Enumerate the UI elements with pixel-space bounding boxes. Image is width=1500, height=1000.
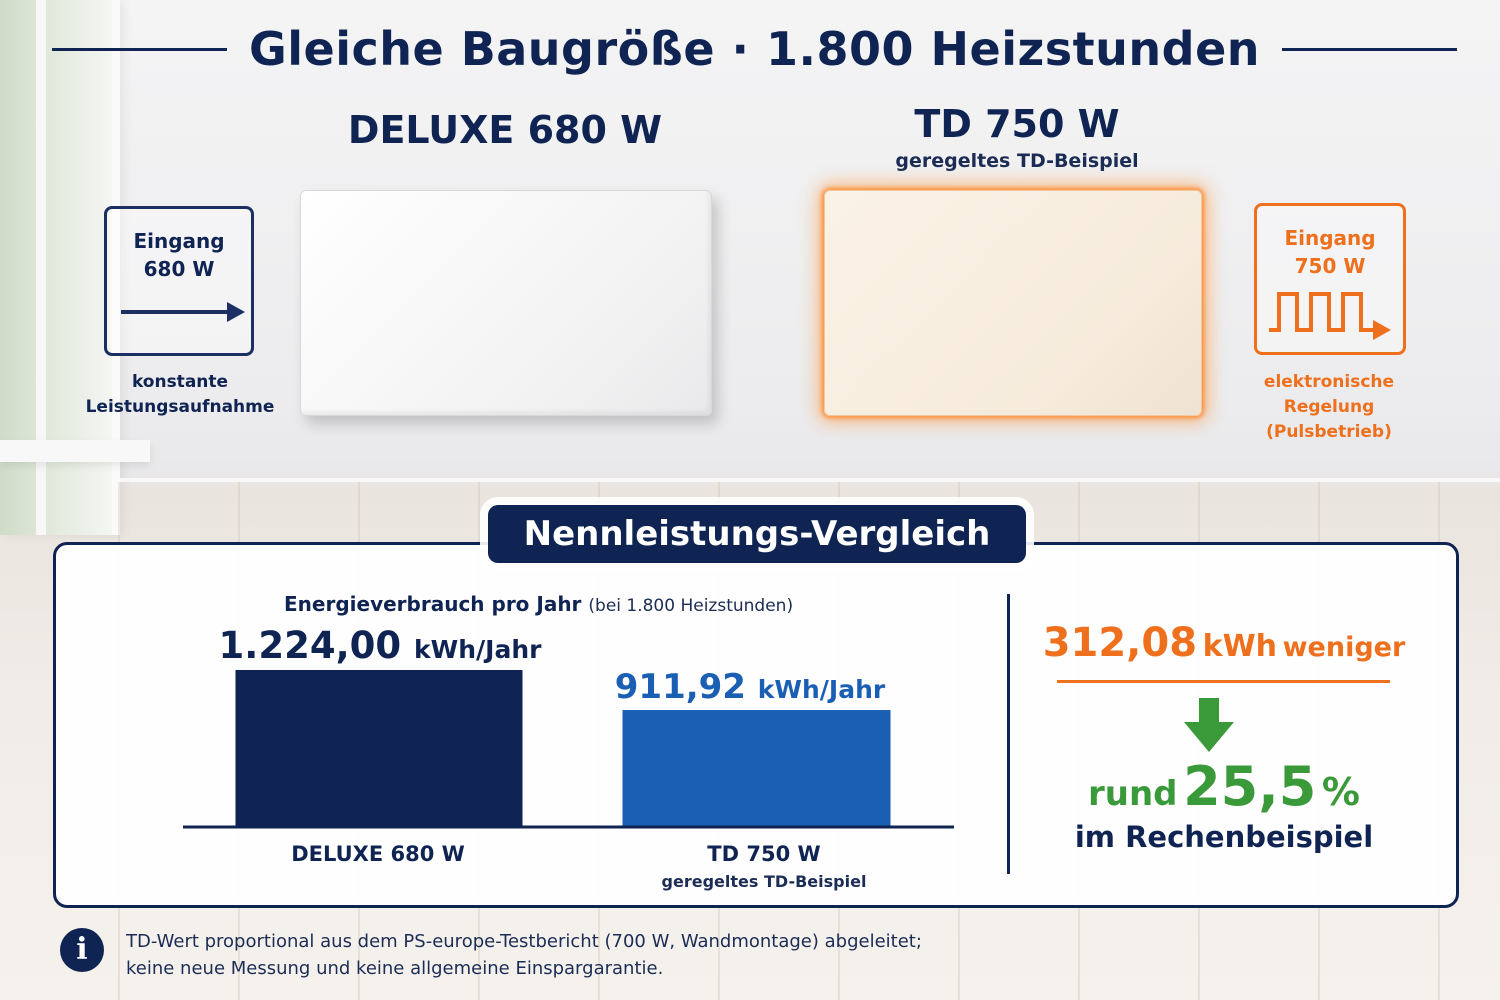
caption-line: Regelung (Pulsbetrieb) xyxy=(1266,397,1392,442)
input-box-td: Eingang 750 W xyxy=(1254,203,1406,355)
percent-value: 25,5 xyxy=(1183,755,1317,818)
chart-title-text: Energieverbrauch pro Jahr xyxy=(284,592,582,616)
category-label: TD 750 W xyxy=(707,842,820,866)
pulse-wave-icon xyxy=(1269,292,1391,340)
footnote-line: keine neue Messung und keine allgemeine … xyxy=(126,958,664,979)
category-sublabel: geregeltes TD-Beispiel xyxy=(662,872,867,891)
product-title-deluxe: DELUXE 680 W xyxy=(347,108,663,152)
bar-td xyxy=(622,710,891,827)
category-label: DELUXE 680 W xyxy=(291,842,465,866)
saving-percent: rund 25,5 % xyxy=(1040,755,1408,818)
headline-row: Gleiche Baugröße · 1.800 Heizstunden xyxy=(52,14,1458,84)
page-title: Gleiche Baugröße · 1.800 Heizstunden xyxy=(248,22,1261,76)
comparison-tab-label: Nennleistungs-Vergleich xyxy=(488,505,1026,563)
footnote: TD-Wert proportional aus dem PS-europe-T… xyxy=(126,928,922,982)
baseboard xyxy=(120,478,1500,482)
caption-td: elektronische Regelung (Pulsbetrieb) xyxy=(1222,370,1436,445)
saving-underline xyxy=(1057,680,1390,683)
input-power: 680 W xyxy=(143,257,215,281)
input-label: Eingang xyxy=(133,229,225,253)
chart-subtitle: (bei 1.800 Heizstunden) xyxy=(588,596,794,616)
product-subtitle-td: geregeltes TD-Beispiel xyxy=(895,150,1139,172)
bar-value-label: 1.224,00 kWh/Jahr xyxy=(219,624,543,667)
window-sill xyxy=(0,440,150,462)
bar-deluxe xyxy=(235,670,523,827)
bar-value-label: 911,92 kWh/Jahr xyxy=(615,667,886,707)
input-box-deluxe: Eingang 680 W xyxy=(104,206,254,356)
input-label: Eingang xyxy=(1284,226,1376,250)
footnote-line: TD-Wert proportional aus dem PS-europe-T… xyxy=(126,931,922,952)
arrow-right-icon xyxy=(121,302,245,322)
caption-deluxe: konstante Leistungsaufnahme xyxy=(80,370,280,420)
percent-prefix: rund xyxy=(1088,774,1178,814)
percent-sign: % xyxy=(1321,770,1360,814)
product-title-td: TD 750 W xyxy=(914,102,1120,146)
heater-panel-td xyxy=(824,190,1202,416)
heater-panel-deluxe xyxy=(300,190,712,416)
saving-unit: kWh xyxy=(1202,629,1278,664)
saving-headline: 312,08 kWh weniger xyxy=(1040,620,1408,666)
saving-word: weniger xyxy=(1282,632,1406,663)
saving-value: 312,08 xyxy=(1042,620,1198,666)
input-power: 750 W xyxy=(1294,254,1366,278)
caption-line: Leistungsaufnahme xyxy=(85,397,275,417)
info-icon: i xyxy=(60,928,104,972)
energy-bar-chart: 1.224,00 kWh/Jahr DELUXE 680 W 911,92 kWh/… xyxy=(183,624,954,891)
section-divider xyxy=(1007,594,1010,874)
percent-suffix: im Rechenbeispiel xyxy=(1074,820,1374,854)
down-arrow-icon xyxy=(1184,698,1234,752)
caption-line: elektronische xyxy=(1263,372,1395,392)
headline-rule-left xyxy=(52,47,227,51)
headline-rule-right xyxy=(1282,47,1458,51)
chart-title: Energieverbrauch pro Jahr (bei 1.800 Hei… xyxy=(284,592,793,616)
caption-line: konstante xyxy=(131,372,229,392)
